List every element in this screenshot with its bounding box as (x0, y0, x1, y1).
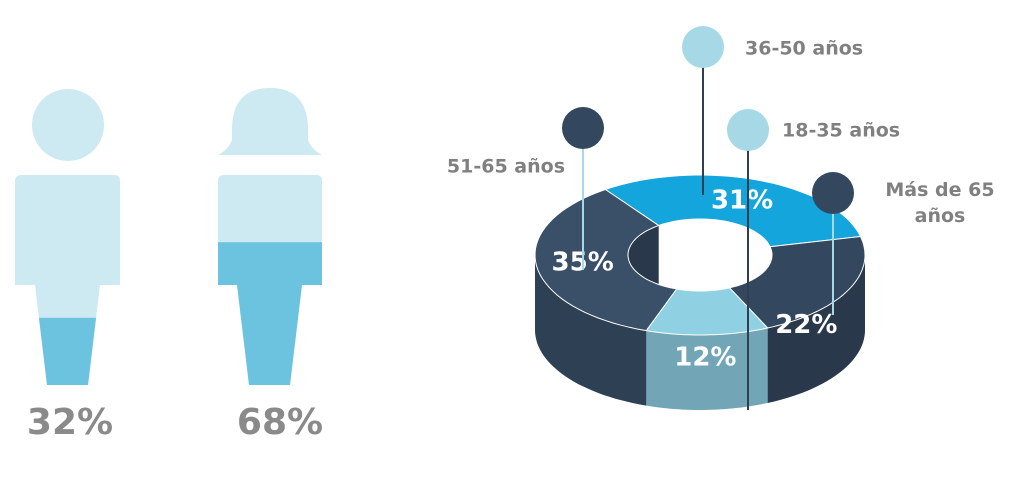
segment-side (646, 328, 768, 410)
value-label: 32% (27, 402, 113, 443)
head (218, 88, 322, 155)
fill-level (218, 242, 322, 385)
pin-head (812, 172, 854, 214)
pins: 36-50 años Más de 65 años 18-35 años 51-65 … (447, 26, 995, 410)
category-label: 36-50 años (745, 38, 863, 60)
pin-head (727, 109, 769, 151)
category-label: Más de 65 años (885, 179, 995, 227)
segment-side (535, 255, 647, 406)
category-label: 51-65 años (447, 156, 565, 178)
value-label: 31% (711, 185, 773, 215)
segment (534, 188, 678, 332)
fill-level (15, 317, 120, 385)
pin-head (562, 107, 604, 149)
value-label: 68% (237, 402, 323, 443)
segment-side (767, 255, 865, 403)
value-label: 22% (775, 310, 837, 340)
pin-head (682, 26, 724, 68)
category-label: 18-35 años (782, 120, 900, 142)
head (32, 89, 104, 161)
value-label: 12% (674, 342, 736, 372)
category-label-box: Más de 65 años (885, 179, 995, 227)
